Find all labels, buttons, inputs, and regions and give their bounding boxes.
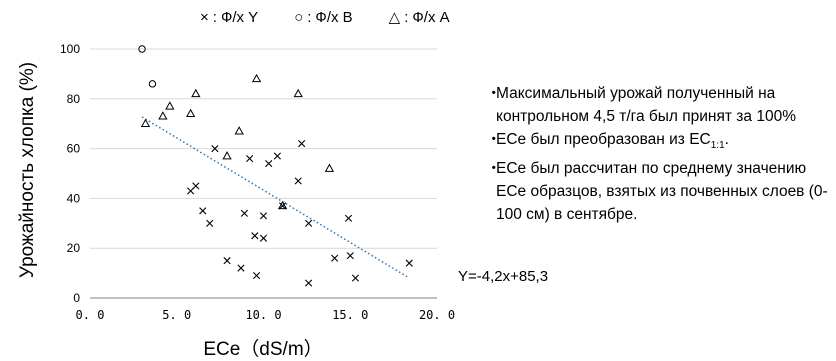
point-x-marker	[305, 279, 313, 287]
point-triangle-marker	[165, 101, 175, 110]
y-tick-label: 0	[73, 291, 80, 305]
point-triangle-marker	[293, 88, 303, 98]
y-axis-label: Урожайность хлопка (%)	[17, 61, 38, 279]
x-tick-label: 0. 0	[76, 308, 105, 322]
point-x-marker	[192, 182, 200, 190]
bullet-icon: ・	[486, 85, 502, 102]
legend-item-a: △: Ф/х A	[388, 8, 450, 27]
point-circle-marker	[148, 80, 157, 88]
note-text: ECe был рассчитан по среднему значению E…	[496, 160, 828, 224]
legend-marker-triangle: △	[388, 9, 401, 26]
point-triangle-marker	[191, 88, 201, 98]
legend-label-b: Ф/х B	[315, 8, 353, 26]
point-x-marker	[405, 259, 413, 267]
trendline-layer	[141, 116, 410, 279]
point-x-marker	[211, 145, 219, 153]
point-x-marker	[246, 154, 254, 163]
x-tick-label: 5. 0	[162, 308, 191, 322]
data-points	[138, 45, 413, 287]
notes-panel: ・ Максимальный урожай полученный на конт…	[486, 82, 831, 226]
legend-marker-circle: ○	[294, 8, 304, 26]
point-x-marker	[223, 257, 231, 265]
point-x-marker	[206, 219, 214, 227]
point-x-marker	[265, 159, 273, 168]
point-x-marker	[259, 212, 268, 220]
point-x-marker	[251, 232, 259, 240]
y-tick-label: 20	[67, 241, 81, 255]
legend-label-y: Ф/х Y	[220, 8, 259, 26]
point-triangle-marker	[140, 118, 151, 127]
legend-item-y: ×: Ф/х Y	[200, 8, 259, 26]
note-text: Максимальный урожай полученный на контро…	[496, 85, 796, 125]
trendline-equation: Y=-4,2x+85,3	[458, 268, 549, 285]
y-tick-label: 40	[67, 191, 81, 205]
bullet-icon: ・	[486, 160, 502, 178]
axes: 0 20 40 60 80 100 0. 0 5. 0 10. 0 15. 0 20. 0	[60, 42, 455, 322]
point-x-marker	[305, 219, 313, 227]
point-x-marker	[273, 152, 281, 160]
point-triangle-marker	[277, 200, 288, 210]
y-tick-label: 60	[67, 142, 81, 156]
point-x-marker	[331, 254, 339, 262]
note-item: ・ Максимальный урожай полученный на конт…	[486, 82, 831, 128]
point-circle-marker	[138, 45, 146, 53]
x-tick-label: 10. 0	[245, 308, 281, 322]
legend-item-b: ○: Ф/х B	[294, 8, 353, 26]
bullet-icon: ・	[486, 131, 502, 148]
note-text: ECe был преобразован из EC	[496, 131, 711, 148]
point-triangle-marker	[251, 73, 262, 83]
point-x-marker	[237, 264, 245, 272]
x-tick-label: 20. 0	[419, 308, 455, 322]
point-x-marker	[351, 274, 360, 282]
point-x-marker	[294, 177, 302, 185]
grid-lines	[90, 48, 437, 249]
point-x-marker	[346, 252, 354, 260]
y-tick-label: 100	[60, 42, 80, 56]
note-subscript: 1:1	[710, 140, 725, 152]
point-triangle-marker	[158, 111, 168, 120]
legend-marker-x: ×	[200, 8, 209, 26]
point-triangle-marker	[234, 126, 244, 135]
note-item: ・ ECe был преобразован из EC1:1.	[486, 128, 831, 157]
point-triangle-marker	[222, 151, 232, 160]
point-triangle-marker	[324, 163, 335, 172]
point-x-marker	[199, 207, 207, 215]
y-tick-label: 80	[67, 92, 81, 106]
note-item: ・ ECe был рассчитан по среднему значению…	[486, 157, 831, 226]
point-x-marker	[259, 234, 268, 242]
x-axis-label: ECe（dS/m）	[203, 339, 323, 360]
trendline	[141, 116, 410, 279]
x-tick-label: 15. 0	[332, 308, 368, 322]
point-x-marker	[240, 209, 249, 217]
point-x-marker	[252, 272, 261, 280]
note-text-end: .	[724, 131, 729, 148]
point-x-marker	[344, 214, 353, 222]
legend-label-a: Ф/х A	[412, 8, 450, 26]
legend: ×: Ф/х Y ○: Ф/х B △: Ф/х A	[200, 8, 450, 27]
point-x-marker	[298, 140, 306, 148]
point-x-marker	[278, 202, 287, 210]
point-triangle-marker	[185, 108, 196, 118]
